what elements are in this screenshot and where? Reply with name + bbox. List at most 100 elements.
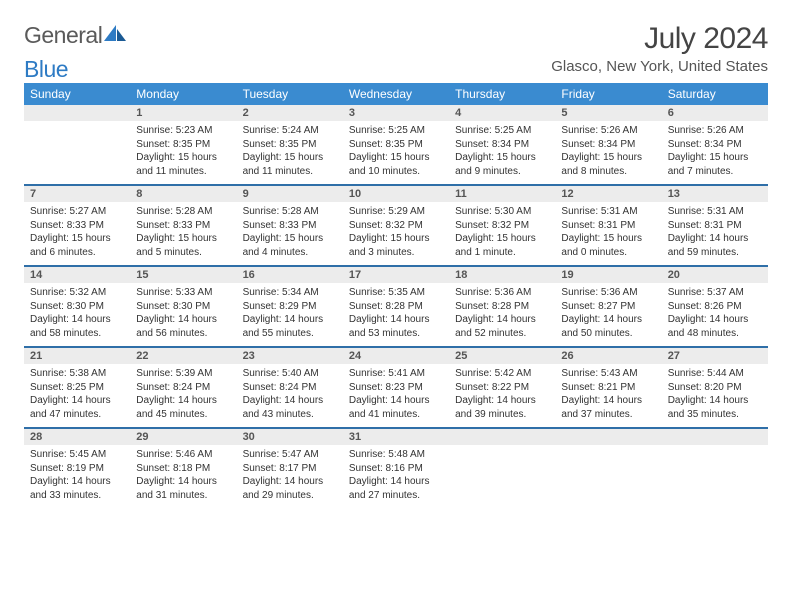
daylight-text: Daylight: 15 hours bbox=[455, 232, 549, 246]
sunset-text: Sunset: 8:28 PM bbox=[349, 300, 443, 314]
daylight-text: and 5 minutes. bbox=[136, 246, 230, 260]
day-number: 26 bbox=[555, 347, 661, 364]
daylight-text: Daylight: 14 hours bbox=[668, 313, 762, 327]
day-number-row: 28293031 bbox=[24, 428, 768, 445]
day-cell: Sunrise: 5:31 AMSunset: 8:31 PMDaylight:… bbox=[662, 202, 768, 266]
day-number: 5 bbox=[555, 105, 661, 121]
sunset-text: Sunset: 8:35 PM bbox=[136, 138, 230, 152]
day-number: 23 bbox=[237, 347, 343, 364]
logo-text-1: General bbox=[24, 22, 102, 49]
day-cell: Sunrise: 5:34 AMSunset: 8:29 PMDaylight:… bbox=[237, 283, 343, 347]
day-cell bbox=[662, 445, 768, 508]
daylight-text: and 37 minutes. bbox=[561, 408, 655, 422]
page: General July 2024 Blue Glasco, New York,… bbox=[0, 0, 792, 524]
sunrise-text: Sunrise: 5:42 AM bbox=[455, 367, 549, 381]
sunset-text: Sunset: 8:33 PM bbox=[136, 219, 230, 233]
daylight-text: Daylight: 15 hours bbox=[561, 232, 655, 246]
daylight-text: and 55 minutes. bbox=[243, 327, 337, 341]
day-content-row: Sunrise: 5:23 AMSunset: 8:35 PMDaylight:… bbox=[24, 121, 768, 185]
day-cell: Sunrise: 5:38 AMSunset: 8:25 PMDaylight:… bbox=[24, 364, 130, 428]
day-content-row: Sunrise: 5:45 AMSunset: 8:19 PMDaylight:… bbox=[24, 445, 768, 508]
sunset-text: Sunset: 8:34 PM bbox=[455, 138, 549, 152]
sunset-text: Sunset: 8:28 PM bbox=[455, 300, 549, 314]
day-number: 30 bbox=[237, 428, 343, 445]
day-number: 7 bbox=[24, 185, 130, 202]
sunrise-text: Sunrise: 5:26 AM bbox=[561, 124, 655, 138]
day-cell: Sunrise: 5:27 AMSunset: 8:33 PMDaylight:… bbox=[24, 202, 130, 266]
day-number bbox=[449, 428, 555, 445]
sunset-text: Sunset: 8:35 PM bbox=[243, 138, 337, 152]
sail-icon bbox=[104, 25, 126, 41]
day-content-row: Sunrise: 5:38 AMSunset: 8:25 PM Daylight:… bbox=[24, 364, 768, 428]
sunset-text: Sunset: 8:18 PM bbox=[136, 462, 230, 476]
day-cell: Sunrise: 5:46 AMSunset: 8:18 PMDaylight:… bbox=[130, 445, 236, 508]
day-number: 16 bbox=[237, 266, 343, 283]
logo: General bbox=[24, 22, 126, 49]
day-cell: Sunrise: 5:28 AMSunset: 8:33 PMDaylight:… bbox=[130, 202, 236, 266]
logo-line2: Blue bbox=[24, 56, 68, 83]
sunrise-text: Sunrise: 5:25 AM bbox=[455, 124, 549, 138]
daylight-text: and 47 minutes. bbox=[30, 408, 124, 422]
daylight-text: Daylight: 14 hours bbox=[561, 313, 655, 327]
sunset-text: Sunset: 8:24 PM bbox=[136, 381, 230, 395]
sunset-text: Sunset: 8:17 PM bbox=[243, 462, 337, 476]
daylight-text: Daylight: 14 hours bbox=[30, 475, 124, 489]
sunrise-text: Sunrise: 5:47 AM bbox=[243, 448, 337, 462]
weekday-header: Sunday bbox=[24, 83, 130, 105]
day-cell: Sunrise: 5:35 AMSunset: 8:28 PMDaylight:… bbox=[343, 283, 449, 347]
day-number: 13 bbox=[662, 185, 768, 202]
day-number: 29 bbox=[130, 428, 236, 445]
logo-text-2: Blue bbox=[24, 56, 68, 83]
day-number: 12 bbox=[555, 185, 661, 202]
sunrise-text: Sunrise: 5:31 AM bbox=[668, 205, 762, 219]
day-number: 19 bbox=[555, 266, 661, 283]
sunset-text: Sunset: 8:25 PM bbox=[30, 381, 124, 395]
weekday-header: Monday bbox=[130, 83, 236, 105]
day-cell: Sunrise: 5:33 AMSunset: 8:30 PMDaylight:… bbox=[130, 283, 236, 347]
day-number: 3 bbox=[343, 105, 449, 121]
day-number-row: 21222324252627 bbox=[24, 347, 768, 364]
day-number: 11 bbox=[449, 185, 555, 202]
sunrise-text: Sunrise: 5:30 AM bbox=[455, 205, 549, 219]
daylight-text: and 27 minutes. bbox=[349, 489, 443, 503]
day-cell: Sunrise: 5:36 AMSunset: 8:28 PMDaylight:… bbox=[449, 283, 555, 347]
daylight-text: Daylight: 14 hours bbox=[349, 394, 443, 408]
day-cell: Sunrise: 5:41 AMSunset: 8:23 PMDaylight:… bbox=[343, 364, 449, 428]
weekday-header: Friday bbox=[555, 83, 661, 105]
day-number bbox=[24, 105, 130, 121]
day-cell: Sunrise: 5:26 AMSunset: 8:34 PMDaylight:… bbox=[662, 121, 768, 185]
daylight-text: Daylight: 14 hours bbox=[668, 232, 762, 246]
daylight-text: and 7 minutes. bbox=[668, 165, 762, 179]
daylight-text: and 11 minutes. bbox=[243, 165, 337, 179]
daylight-text: and 1 minute. bbox=[455, 246, 549, 260]
sunrise-text: Sunrise: 5:41 AM bbox=[349, 367, 443, 381]
day-cell: Sunrise: 5:30 AMSunset: 8:32 PMDaylight:… bbox=[449, 202, 555, 266]
day-number: 25 bbox=[449, 347, 555, 364]
sunrise-text: Sunrise: 5:36 AM bbox=[561, 286, 655, 300]
day-cell: Sunrise: 5:26 AMSunset: 8:34 PMDaylight:… bbox=[555, 121, 661, 185]
day-number: 15 bbox=[130, 266, 236, 283]
daylight-text: and 33 minutes. bbox=[30, 489, 124, 503]
sunrise-text: Sunrise: 5:48 AM bbox=[349, 448, 443, 462]
daylight-text: and 0 minutes. bbox=[561, 246, 655, 260]
sunrise-text: Sunrise: 5:28 AM bbox=[243, 205, 337, 219]
day-cell: Sunrise: 5:40 AMSunset: 8:24 PMDaylight:… bbox=[237, 364, 343, 428]
sunset-text: Sunset: 8:30 PM bbox=[136, 300, 230, 314]
daylight-text: Daylight: 14 hours bbox=[455, 313, 549, 327]
sunset-text: Sunset: 8:34 PM bbox=[561, 138, 655, 152]
day-number: 9 bbox=[237, 185, 343, 202]
sunrise-text: Sunrise: 5:24 AM bbox=[243, 124, 337, 138]
daylight-text: and 43 minutes. bbox=[243, 408, 337, 422]
day-cell bbox=[555, 445, 661, 508]
daylight-text: and 50 minutes. bbox=[561, 327, 655, 341]
header: General July 2024 bbox=[24, 22, 768, 56]
day-number: 8 bbox=[130, 185, 236, 202]
daylight-text: Daylight: 15 hours bbox=[349, 151, 443, 165]
day-cell: Sunrise: 5:47 AMSunset: 8:17 PMDaylight:… bbox=[237, 445, 343, 508]
day-number: 28 bbox=[24, 428, 130, 445]
daylight-text: and 58 minutes. bbox=[30, 327, 124, 341]
sunrise-text: Sunrise: 5:38 AM bbox=[30, 367, 124, 381]
day-cell: Sunrise: 5:39 AMSunset: 8:24 PMDaylight:… bbox=[130, 364, 236, 428]
day-cell: Sunrise: 5:44 AMSunset: 8:20 PMDaylight:… bbox=[662, 364, 768, 428]
daylight-text: and 52 minutes. bbox=[455, 327, 549, 341]
